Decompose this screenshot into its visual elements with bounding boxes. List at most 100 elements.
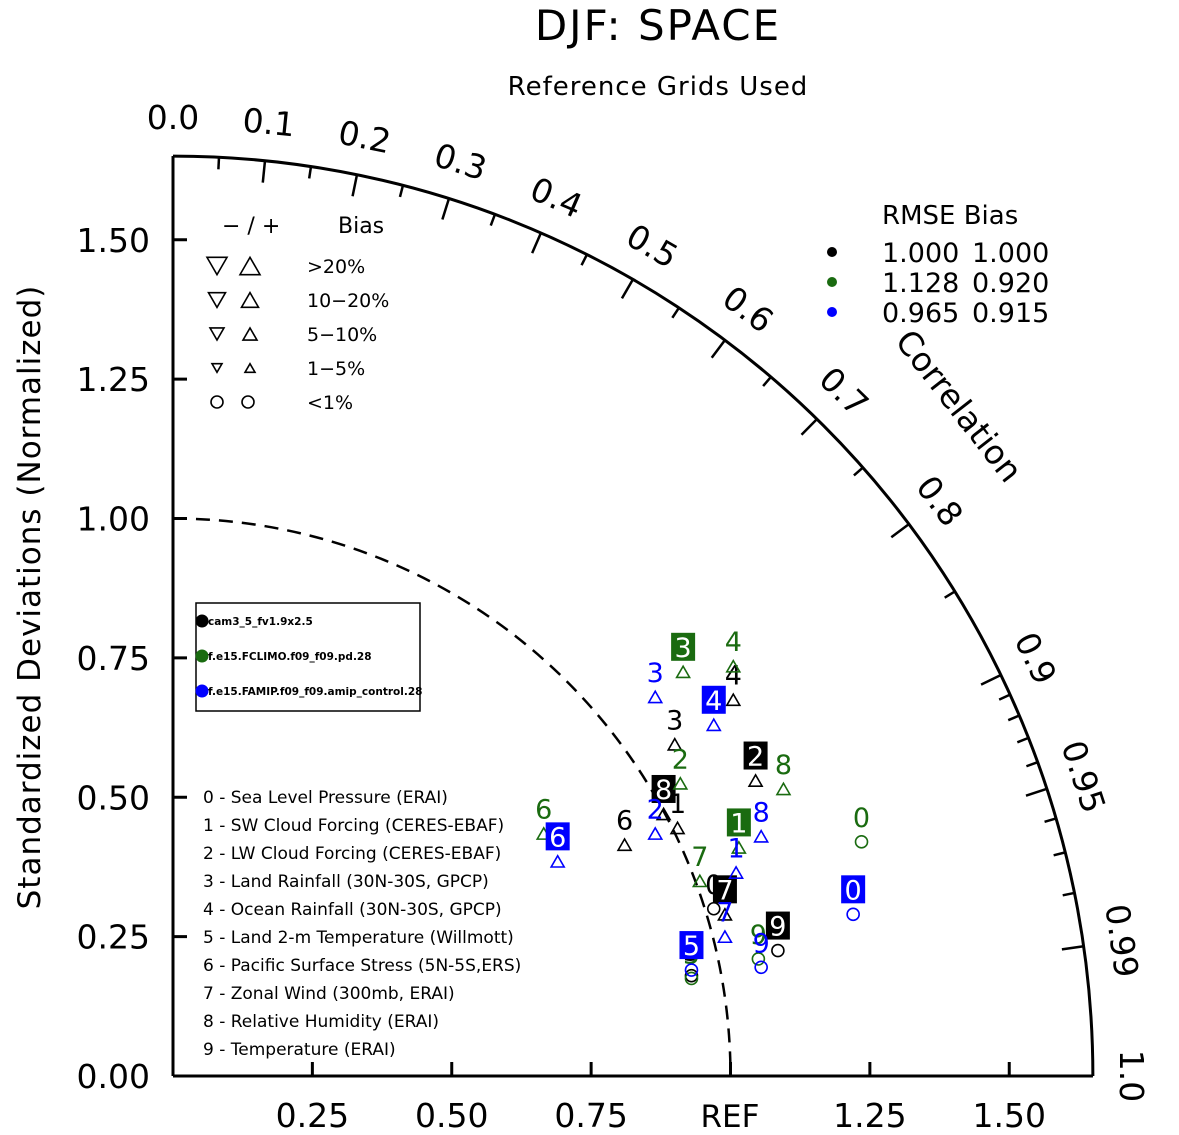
series-legend-dot bbox=[195, 649, 209, 663]
rmse-legend-bias: 0.920 bbox=[972, 268, 1049, 299]
correlation-minor-tick bbox=[944, 590, 956, 599]
bias-legend-triangle-down bbox=[210, 362, 224, 374]
legends: − / + Bias >20% 10−20% 5−10% 1−5% <1% RMSE Bias… bbox=[195, 201, 1049, 1060]
correlation-tick bbox=[800, 418, 818, 436]
data-points: 012345678901234567890123456789 bbox=[535, 627, 870, 986]
data-point: 7 bbox=[716, 898, 734, 944]
correlation-tick bbox=[980, 673, 1002, 686]
correlation-label-tick: 0.5 bbox=[620, 216, 685, 276]
data-point: 8 bbox=[775, 750, 792, 796]
rmse-legend-dot bbox=[827, 307, 837, 317]
rmse-legend-rmse: 1.128 bbox=[882, 268, 959, 299]
bias-legend-triangle-down bbox=[208, 327, 226, 342]
variable-legend-item: 1 - SW Cloud Forcing (CERES-EBAF) bbox=[203, 816, 504, 836]
correlation-minor-tick bbox=[853, 466, 864, 477]
point-label-box bbox=[651, 774, 676, 803]
correlation-minor-tick bbox=[307, 166, 313, 179]
correlation-label-tick: 0.2 bbox=[335, 113, 394, 162]
correlation-minor-tick bbox=[671, 307, 680, 319]
series-legend-box bbox=[195, 602, 421, 712]
y-tick-label: 0.25 bbox=[77, 918, 150, 957]
bias-legend-label: 1−5% bbox=[307, 358, 365, 380]
data-point: 6 bbox=[545, 822, 570, 868]
rmse-legend-dot bbox=[827, 247, 837, 257]
data-point: 3 bbox=[647, 658, 664, 704]
correlation-label: Correlation bbox=[888, 322, 1031, 489]
correlation-minor-tick bbox=[217, 157, 221, 170]
point-label: 8 bbox=[775, 750, 792, 781]
rmse-legend-dot bbox=[827, 277, 837, 287]
point-label: 2 bbox=[647, 794, 664, 825]
correlation-label-tick: 0.9 bbox=[1007, 626, 1065, 690]
data-point: 6 bbox=[616, 806, 633, 852]
data-point: 2 bbox=[743, 741, 768, 787]
correlation-minor-tick bbox=[1044, 817, 1057, 823]
data-point: 1 bbox=[726, 808, 751, 854]
data-point: 4 bbox=[725, 661, 742, 707]
y-tick-label: 1.25 bbox=[77, 360, 150, 399]
point-marker-circle bbox=[684, 963, 699, 977]
data-point: 9 bbox=[750, 920, 767, 966]
point-label: 3 bbox=[647, 658, 664, 689]
point-label: 1 bbox=[727, 834, 744, 865]
point-label: 2 bbox=[672, 744, 689, 775]
bias-legend-triangle-up bbox=[241, 326, 259, 341]
correlation-minor-tick bbox=[1016, 736, 1029, 744]
point-label: 4 bbox=[725, 661, 742, 692]
correlation-tick bbox=[890, 523, 910, 539]
point-marker-circle bbox=[751, 952, 766, 966]
point-label-box bbox=[841, 875, 866, 904]
data-point: 1 bbox=[727, 834, 745, 879]
correlation-tick bbox=[351, 174, 359, 197]
variable-legend-item: 6 - Pacific Surface Stress (5N-5S,ERS) bbox=[203, 956, 521, 976]
point-marker-triangle bbox=[691, 873, 708, 888]
correlation-arc bbox=[172, 154, 1095, 1077]
bias-legend-triangle-up bbox=[243, 362, 257, 374]
correlation-tick bbox=[441, 198, 451, 220]
point-label: 3 bbox=[675, 633, 692, 664]
y-tick-label: 0.50 bbox=[77, 778, 150, 817]
point-label-box bbox=[712, 875, 737, 904]
ref-label: REF bbox=[701, 1099, 760, 1135]
point-marker-circle bbox=[854, 835, 869, 849]
data-point: 9 bbox=[765, 911, 790, 958]
bias-legend-label: 10−20% bbox=[307, 290, 389, 312]
bias-legend-label: <1% bbox=[307, 392, 353, 414]
series-legend-label: f.e15.FAMIP.f09_f09.amip_control.28 bbox=[208, 686, 422, 698]
point-label: 5 bbox=[683, 931, 700, 962]
bias-legend-header-symbols: − / + bbox=[222, 214, 280, 239]
x-tick-label: 1.50 bbox=[973, 1096, 1046, 1135]
correlation-minor-tick bbox=[998, 693, 1011, 701]
data-point: 8 bbox=[651, 774, 676, 821]
correlation-minor-tick bbox=[1007, 714, 1020, 722]
variable-legend-item: 3 - Land Rainfall (30N-30S, GPCP) bbox=[203, 872, 489, 892]
correlation-label-tick: 0.7 bbox=[811, 359, 876, 424]
point-marker-triangle bbox=[672, 776, 689, 790]
point-label: 2 bbox=[747, 742, 764, 773]
x-tick-label: 0.75 bbox=[554, 1096, 627, 1135]
data-point: 5 bbox=[679, 931, 704, 977]
point-marker-circle bbox=[684, 971, 699, 986]
point-marker-triangle bbox=[666, 737, 683, 751]
point-label-box bbox=[679, 931, 704, 960]
y-tick-label: 0.75 bbox=[77, 639, 150, 678]
rmse-legend-bias: 0.915 bbox=[972, 298, 1049, 329]
point-label: 7 bbox=[716, 898, 733, 929]
point-marker-triangle bbox=[655, 806, 672, 821]
point-label: 6 bbox=[535, 794, 552, 825]
bias-legend-header-label: Bias bbox=[338, 214, 384, 239]
variable-legend-item: 7 - Zonal Wind (300mb, ERAI) bbox=[203, 984, 455, 1004]
correlation-minor-tick bbox=[1025, 760, 1039, 768]
data-point: 7 bbox=[712, 875, 737, 921]
point-label-box bbox=[726, 808, 751, 837]
variable-legend-item: 4 - Ocean Rainfall (30N-30S, GPCP) bbox=[203, 900, 502, 920]
rmse-legend-bias: 1.000 bbox=[972, 238, 1049, 269]
x-tick-label: 1.25 bbox=[833, 1096, 906, 1135]
point-label-box bbox=[545, 822, 570, 851]
variable-legend-item: 0 - Sea Level Pressure (ERAI) bbox=[203, 788, 448, 808]
point-label: 0 bbox=[853, 803, 870, 834]
data-point: 2 bbox=[647, 794, 664, 840]
point-marker-triangle bbox=[705, 717, 722, 732]
point-label-box bbox=[701, 685, 726, 714]
